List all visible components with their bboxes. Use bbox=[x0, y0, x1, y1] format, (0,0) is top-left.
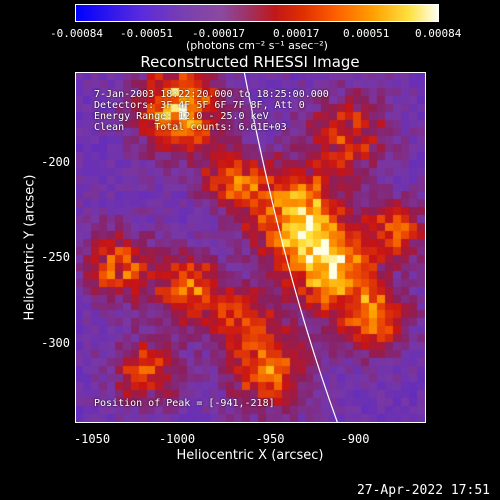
image-plot-area bbox=[75, 72, 426, 423]
x-axis-label: Heliocentric X (arcsec) bbox=[176, 448, 324, 463]
y-tick-label: -200 bbox=[41, 155, 70, 169]
solar-limb-line bbox=[243, 73, 338, 422]
y-tick-label: -250 bbox=[41, 250, 70, 264]
colorbar-tick-2: -0.00051 bbox=[120, 27, 173, 40]
colorbar bbox=[75, 4, 439, 22]
colorbar-tick-5: 0.00051 bbox=[343, 27, 390, 40]
colorbar-tick-4: 0.00017 bbox=[273, 27, 320, 40]
plot-title: Reconstructed RHESSI Image bbox=[140, 53, 360, 71]
rhessi-image-heatmap bbox=[76, 73, 425, 422]
colorbar-unit-label: (photons cm⁻² s⁻¹ asec⁻²) bbox=[186, 39, 328, 52]
solar-limb-overlay bbox=[243, 73, 338, 422]
x-tick-label: -950 bbox=[255, 432, 285, 446]
info-clean-counts: Clean Total counts: 6.61E+03 bbox=[94, 122, 287, 133]
info-time-range: 7-Jan-2003 18:22:20.000 to 18:25:00.000 bbox=[94, 89, 329, 100]
generation-timestamp: 27-Apr-2022 17:51 bbox=[356, 483, 490, 498]
colorbar-tick-3: -0.00017 bbox=[192, 27, 245, 40]
x-tick-label: -1050 bbox=[73, 432, 111, 446]
info-energy-range: Energy Range: 12.0 - 25.0 keV bbox=[94, 111, 269, 122]
info-peak-position: Position of Peak = [-941,-218] bbox=[94, 398, 275, 409]
x-tick-label: -900 bbox=[340, 432, 370, 446]
colorbar-tick-1: -0.00084 bbox=[50, 27, 103, 40]
x-tick-label: -1000 bbox=[158, 432, 196, 446]
y-tick-label: -300 bbox=[41, 336, 70, 350]
y-axis-label: Heliocentric Y (arcsec) bbox=[22, 174, 38, 321]
info-detectors: Detectors: 3F 4F 5F 6F 7F 8F, Att 0 bbox=[94, 100, 305, 111]
colorbar-tick-6: 0.00084 bbox=[415, 27, 462, 40]
